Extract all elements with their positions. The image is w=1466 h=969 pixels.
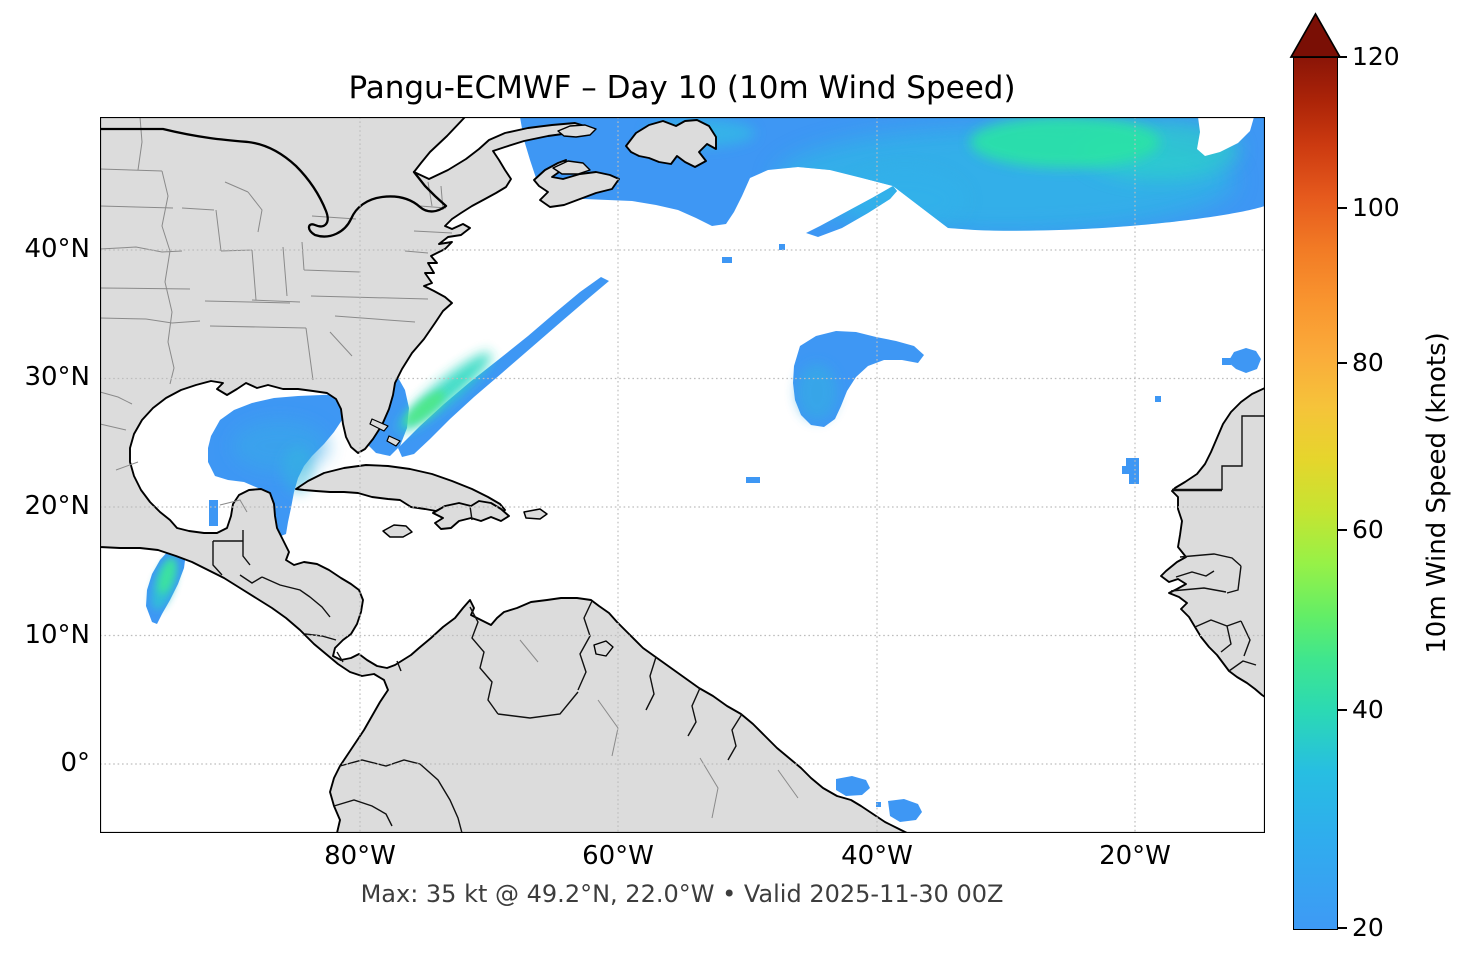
colorbar-axis-label: 10m Wind Speed (knots) (1422, 332, 1452, 654)
gridlines (100, 117, 1265, 833)
y-tick-label: 30°N (24, 362, 90, 392)
prince-edward-island (552, 160, 591, 175)
colorbar-tick (1338, 709, 1347, 711)
colorbar-tick-label: 120 (1352, 42, 1400, 71)
jamaica (382, 524, 413, 538)
colorbar-extend-arrow (1289, 12, 1342, 58)
colorbar (1293, 57, 1338, 930)
trinidad (593, 640, 614, 657)
plot-title: Pangu-ECMWF – Day 10 (10m Wind Speed) (348, 70, 1016, 106)
newfoundland (625, 119, 717, 168)
puerto-rico (523, 508, 548, 520)
colorbar-tick (1338, 362, 1347, 364)
west-africa (1160, 387, 1265, 698)
colorbar-tick (1338, 529, 1347, 531)
land-layer (100, 117, 1265, 833)
y-tick-label: 40°N (24, 234, 90, 264)
y-tick-label: 0° (60, 748, 90, 778)
x-tick-label: 80°W (324, 841, 396, 871)
colorbar-tick (1338, 927, 1347, 929)
state-borders (100, 117, 799, 819)
x-tick-label: 40°W (841, 841, 913, 871)
anticosti-island (557, 124, 597, 138)
colorbar-tick (1338, 207, 1347, 209)
colorbar-tick-label: 100 (1352, 193, 1400, 222)
bahamas-island-1 (369, 418, 389, 432)
colorbar-tick-label: 40 (1352, 695, 1384, 724)
country-borders (212, 415, 1265, 833)
x-tick-label: 20°W (1099, 841, 1171, 871)
colorbar-tick-label: 60 (1352, 515, 1384, 544)
caption: Max: 35 kt @ 49.2°N, 22.0°W • Valid 2025… (360, 880, 1004, 908)
y-tick-label: 10°N (24, 620, 90, 650)
colorbar-tick (1338, 56, 1347, 58)
colorbar-tick-label: 80 (1352, 348, 1384, 377)
canada-border-and-lakes-coast (100, 127, 448, 238)
x-tick-label: 60°W (582, 841, 654, 871)
map-canvas (98, 115, 1267, 835)
north-central-south-america-landmass (100, 117, 908, 833)
colorbar-tick-label: 20 (1352, 913, 1384, 942)
y-tick-label: 20°N (24, 491, 90, 521)
map-svg (98, 115, 1267, 835)
band-white-notch (1197, 117, 1254, 156)
bahamas-island-2 (386, 435, 401, 447)
